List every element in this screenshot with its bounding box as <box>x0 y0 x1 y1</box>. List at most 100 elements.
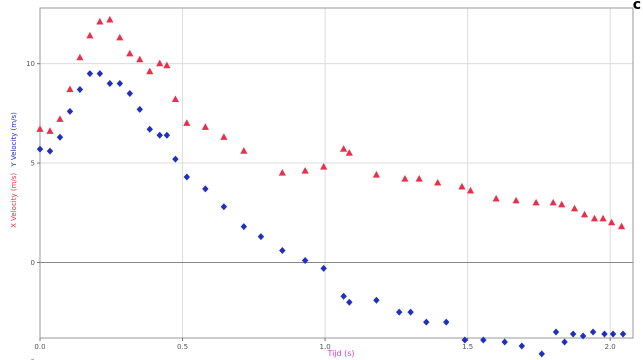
x-velocity-point <box>36 125 44 132</box>
x-velocity-point <box>590 214 599 222</box>
x-velocity-point <box>320 163 328 170</box>
x-velocity-point <box>86 31 94 39</box>
y-velocity-point <box>461 336 468 344</box>
grid-lines <box>40 8 633 338</box>
y-velocity-point <box>76 86 84 94</box>
x-velocity-point <box>512 196 520 204</box>
y-axis-label-y-velocity: Y Velocity (m/s) <box>10 112 18 168</box>
x-velocity-point <box>56 115 64 122</box>
x-velocity-point <box>608 218 616 226</box>
y-velocity-point <box>320 264 327 272</box>
y-tick-label: 0 <box>31 259 35 267</box>
y-velocity-point <box>146 125 153 133</box>
y-velocity-point <box>163 131 171 139</box>
y-velocity-point <box>136 105 143 113</box>
x-velocity-point <box>401 174 409 182</box>
y-velocity-point <box>301 256 309 264</box>
y-velocity-point <box>407 308 414 316</box>
y-velocity-point <box>480 336 487 344</box>
y-axis-label-x-velocity: X Velocity (m/s) <box>10 173 18 228</box>
y-velocity-point <box>373 296 380 304</box>
x-velocity-point <box>171 95 180 103</box>
y-velocity-point <box>396 308 403 316</box>
y-velocity-point <box>346 298 353 306</box>
y-velocity-point <box>601 330 608 338</box>
x-velocity-point <box>617 222 626 230</box>
y-velocity-point <box>619 330 627 338</box>
y-velocity-point <box>279 247 286 255</box>
x-velocity-point <box>66 85 74 93</box>
x-tick-label: 0.5 <box>177 343 188 351</box>
y-velocity-point <box>106 80 114 88</box>
x-velocity-point <box>146 67 154 75</box>
x-velocity-point <box>126 49 134 57</box>
y-velocity-point <box>423 318 430 326</box>
y-velocity-point <box>220 203 228 211</box>
x-velocity-series <box>36 15 626 230</box>
y-velocity-point <box>609 330 617 338</box>
x-velocity-point <box>580 210 589 218</box>
x-velocity-point <box>301 167 309 174</box>
x-velocity-point <box>415 174 423 182</box>
y-velocity-point <box>561 338 568 346</box>
x-velocity-point <box>76 53 84 61</box>
x-velocity-point <box>240 147 248 154</box>
x-tick-label: 1.0 <box>320 343 331 351</box>
y-velocity-point <box>340 292 347 300</box>
panel-letter: c <box>632 0 641 13</box>
y-tick-label: 5 <box>31 160 35 168</box>
y-axis-label: X Velocity (m/s) Y Velocity (m/s) <box>10 112 18 228</box>
x-velocity-point <box>163 61 171 69</box>
y-velocity-point <box>86 70 94 78</box>
y-velocity-point <box>66 107 74 115</box>
x-axis-ticks: 0.0 0.5 1.0 1.5 2.0 <box>34 338 616 351</box>
x-velocity-point <box>96 17 104 25</box>
x-velocity-point <box>46 127 54 134</box>
x-velocity-point <box>156 59 164 67</box>
y-velocity-point <box>518 342 526 350</box>
y-velocity-point <box>538 350 545 358</box>
y-velocity-point <box>183 173 191 181</box>
x-axis-label: Tijd (s) <box>326 349 354 358</box>
y-velocity-point <box>126 89 134 97</box>
y-velocity-point <box>579 332 587 340</box>
x-velocity-point <box>278 169 286 176</box>
y-velocity-point <box>443 318 450 326</box>
x-velocity-point <box>136 55 144 63</box>
data-series <box>36 15 627 358</box>
x-velocity-point <box>220 133 228 140</box>
y-velocity-point <box>56 133 64 141</box>
y-tick-label: 10 <box>26 60 35 68</box>
y-velocity-point <box>172 155 179 163</box>
y-velocity-point <box>501 338 508 346</box>
y-velocity-point <box>589 328 597 336</box>
x-velocity-point <box>372 170 381 178</box>
x-tick-label: 2.0 <box>605 343 616 351</box>
y-velocity-point <box>116 80 124 88</box>
x-velocity-point <box>570 204 579 212</box>
x-velocity-point <box>106 15 114 23</box>
y-tick-label: -5 <box>28 358 35 360</box>
x-velocity-point <box>599 214 607 222</box>
y-velocity-point <box>202 185 209 193</box>
y-velocity-point <box>46 147 54 155</box>
x-velocity-point <box>549 198 557 206</box>
x-tick-label: 1.5 <box>462 343 473 351</box>
x-velocity-point <box>558 200 566 208</box>
x-velocity-point <box>458 182 466 190</box>
x-velocity-point <box>116 33 124 41</box>
x-velocity-point <box>201 123 209 130</box>
y-velocity-point <box>257 233 265 241</box>
x-velocity-point <box>532 198 540 206</box>
y-velocity-point <box>156 131 163 139</box>
x-tick-label: 0.0 <box>34 343 45 351</box>
plot-frame <box>39 7 634 339</box>
y-velocity-point <box>552 328 560 336</box>
y-velocity-point <box>240 223 248 231</box>
x-velocity-point <box>466 186 475 194</box>
x-velocity-point <box>345 149 353 156</box>
y-velocity-point <box>36 145 44 153</box>
y-velocity-point <box>569 330 577 338</box>
x-velocity-point <box>340 145 348 152</box>
